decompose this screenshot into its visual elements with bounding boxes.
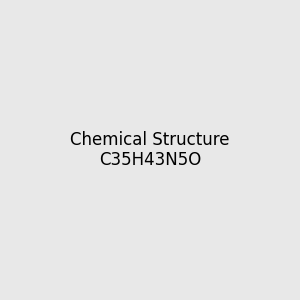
Text: Chemical Structure
C35H43N5O: Chemical Structure C35H43N5O (70, 130, 230, 170)
